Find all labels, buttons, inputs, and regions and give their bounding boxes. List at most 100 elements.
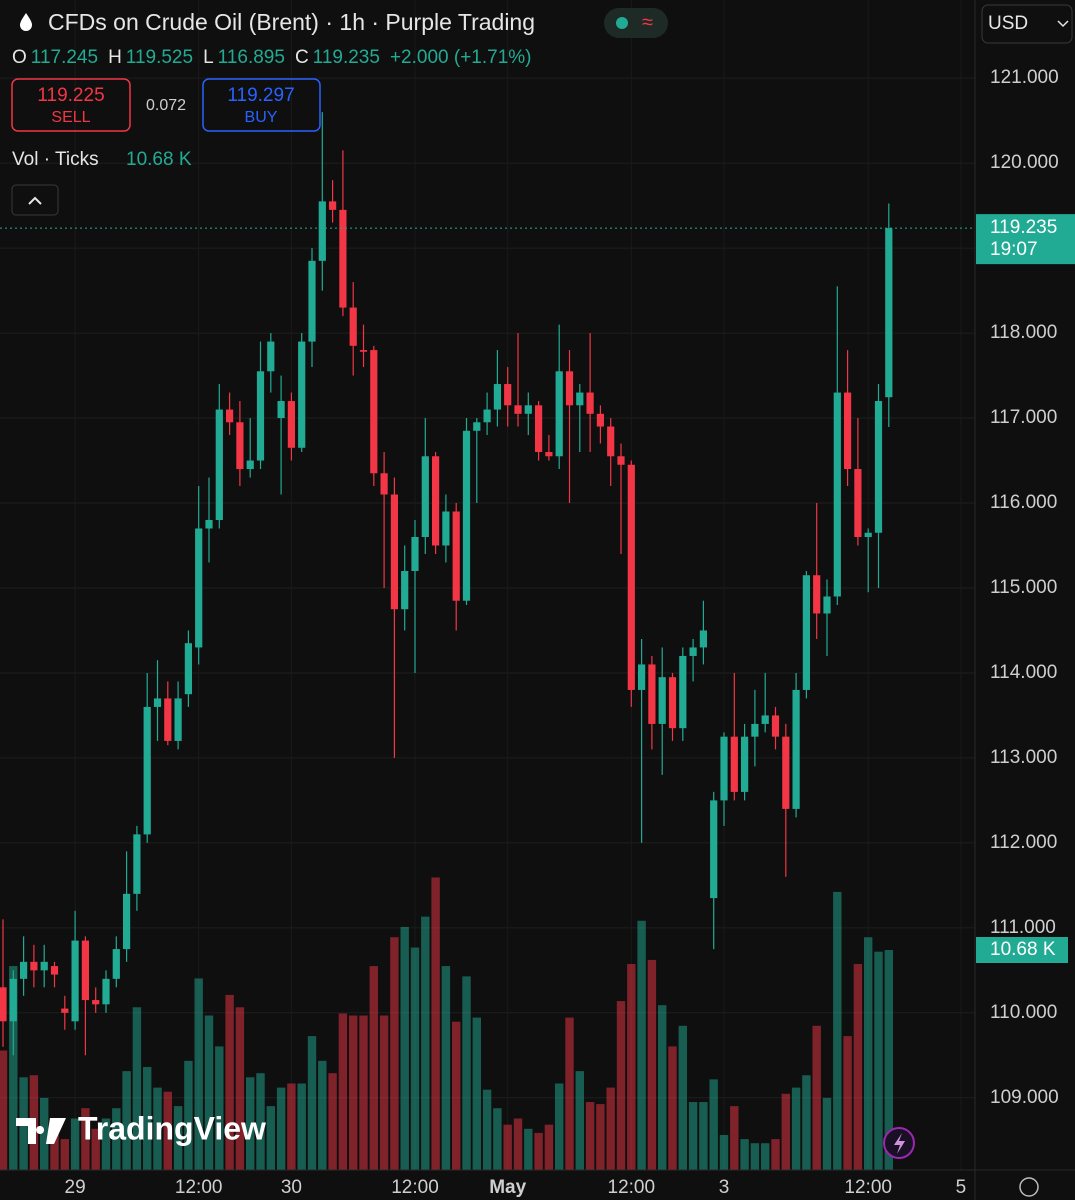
- volume-bar: [276, 1087, 286, 1170]
- candle-body: [153, 698, 162, 707]
- settings-icon[interactable]: [1019, 1177, 1039, 1197]
- volume-bar: [287, 1083, 296, 1170]
- volume-bar: [874, 951, 883, 1170]
- candle-body: [844, 392, 852, 470]
- volume-bar: [585, 1102, 595, 1170]
- x-tick-label: 5: [956, 1177, 967, 1198]
- candle-body: [81, 940, 89, 1001]
- volume-bar: [802, 1075, 811, 1170]
- candle-body: [143, 706, 151, 835]
- candle-body: [648, 664, 656, 724]
- candle-body: [854, 469, 862, 537]
- collapse-button[interactable]: [11, 184, 59, 216]
- y-tick-label: 115.000: [990, 577, 1057, 598]
- volume-bar: [513, 1118, 523, 1170]
- volume-bar: [606, 1087, 615, 1170]
- volume-bar: [482, 1089, 492, 1170]
- volume-bar: [328, 1073, 337, 1170]
- volume-bar: [60, 1139, 69, 1170]
- y-tick-label: 114.000: [990, 662, 1057, 683]
- candle-body: [50, 966, 59, 975]
- y-tick-label: 121.000: [990, 67, 1059, 88]
- volume-legend-value: 10.68 K: [126, 149, 192, 170]
- volume-bar: [616, 1001, 626, 1170]
- volume-bar: [503, 1124, 512, 1170]
- volume-bar: [81, 1108, 90, 1170]
- volume-bar: [40, 1097, 49, 1170]
- status-icon: ≈: [642, 11, 653, 33]
- volume-bar: [338, 1013, 348, 1170]
- buy-button[interactable]: [202, 78, 321, 132]
- candle-body: [267, 341, 275, 372]
- y-tick-label: 113.000: [990, 747, 1057, 768]
- axes: 109.000 110.000 111.000 112.000 113.000 114.0…: [65, 67, 1075, 1198]
- candle-body: [112, 949, 120, 979]
- volume-bar: [843, 1036, 852, 1170]
- candle-body: [452, 511, 460, 601]
- market-open-dot: [616, 17, 628, 29]
- volume-bar: [256, 1073, 265, 1170]
- candle-body: [123, 893, 131, 950]
- candle-body: [473, 422, 481, 431]
- collapse-icon: [28, 196, 42, 205]
- volume-bar: [781, 1093, 790, 1170]
- candle-body: [627, 464, 635, 690]
- symbol-icon: [20, 13, 32, 31]
- candle-body: [462, 430, 471, 601]
- candle-body: [359, 350, 368, 352]
- y-tick-label: 109.000: [990, 1087, 1059, 1108]
- candle-body: [30, 961, 38, 971]
- candle-body: [751, 723, 759, 737]
- candle-body: [720, 736, 728, 801]
- candle-body: [0, 987, 7, 1022]
- volume-bar: [132, 1007, 142, 1170]
- candle-body: [813, 575, 821, 614]
- x-tick-label: 12:00: [608, 1177, 656, 1198]
- ohlc-value: 119.235: [313, 47, 380, 68]
- sell-button[interactable]: [11, 78, 131, 132]
- candle-body: [885, 228, 893, 398]
- candle-body: [555, 371, 563, 457]
- candle-body: [287, 401, 295, 448]
- candle-body: [349, 307, 357, 346]
- volume-bar: [379, 1015, 389, 1170]
- volume-bar: [50, 1118, 59, 1170]
- y-tick-label: 112.000: [990, 832, 1057, 853]
- x-tick-label: 3: [719, 1177, 730, 1198]
- volume-bar: [400, 926, 409, 1170]
- volume-bar: [112, 1108, 121, 1170]
- x-tick-label: 29: [65, 1177, 86, 1198]
- currency-select[interactable]: [981, 4, 1073, 44]
- volume-bar: [637, 920, 646, 1170]
- price-pane: [0, 112, 975, 1056]
- volume-legend-label: Vol · Ticks: [12, 149, 99, 170]
- volume-bar: [153, 1087, 162, 1170]
- volume-bar: [658, 1005, 667, 1170]
- volume-bar: [699, 1102, 708, 1170]
- candle-body: [432, 456, 440, 546]
- last-price-label: 119.235: [990, 217, 1057, 238]
- volume-bar: [452, 1021, 461, 1170]
- ohlc-value: 117.245: [31, 47, 98, 68]
- candle-body: [689, 647, 697, 656]
- volume-bar: [431, 877, 440, 1170]
- volume-bar: [565, 1017, 574, 1170]
- volume-bar: [0, 1050, 8, 1170]
- x-tick-label: 12:00: [844, 1177, 892, 1198]
- candle-body: [318, 201, 326, 261]
- candle-body: [699, 630, 707, 648]
- volume-bar: [122, 1071, 131, 1170]
- ohlc-label: C: [295, 47, 309, 68]
- volume-bar: [833, 891, 842, 1170]
- volume-bar: [472, 1017, 481, 1170]
- volume-bar: [688, 1102, 698, 1170]
- candle-body: [9, 978, 17, 1022]
- candle-body: [679, 655, 687, 729]
- volume-bar: [534, 1132, 543, 1170]
- volume-bar: [101, 1118, 111, 1170]
- candle-body: [205, 520, 213, 529]
- candle-body: [421, 456, 429, 537]
- candle-body: [308, 260, 316, 342]
